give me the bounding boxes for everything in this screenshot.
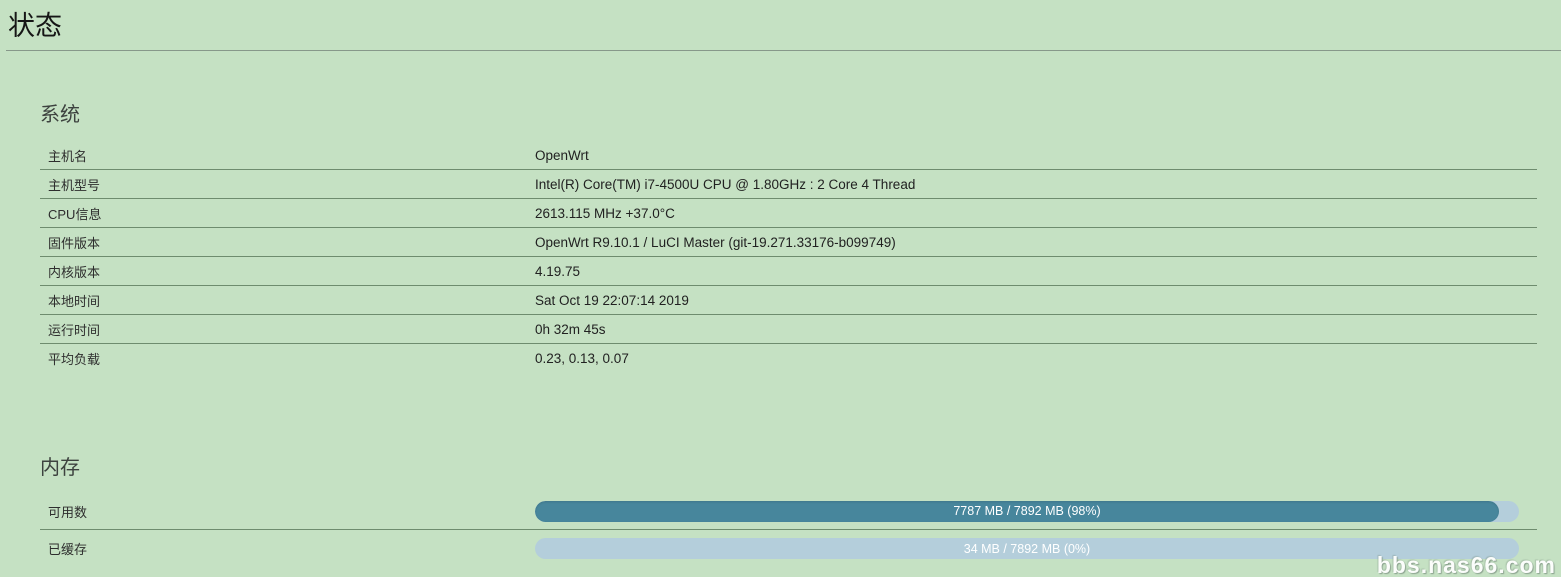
table-row: 平均负载 0.23, 0.13, 0.07 <box>40 344 1537 373</box>
row-label: 可用数 <box>48 504 88 520</box>
memory-table: 可用数 7787 MB / 7892 MB (98%) 已缓存 34 MB / … <box>40 493 1537 567</box>
row-label: 主机名 <box>48 148 88 164</box>
table-row: 本地时间 Sat Oct 19 22:07:14 2019 <box>40 286 1537 315</box>
section-heading-memory: 内存 <box>40 457 80 479</box>
page-title: 状态 <box>8 11 62 41</box>
table-row: 运行时间 0h 32m 45s <box>40 315 1537 344</box>
row-value: Sat Oct 19 22:07:14 2019 <box>535 292 689 308</box>
title-divider <box>6 50 1561 51</box>
progressbar-fill <box>535 500 1500 522</box>
row-label: 主机型号 <box>48 177 101 193</box>
progressbar-text: 34 MB / 7892 MB (0%) <box>963 541 1091 556</box>
system-table: 主机名 OpenWrt 主机型号 Intel(R) Core(TM) i7-45… <box>40 141 1537 373</box>
row-label: 固件版本 <box>48 235 101 251</box>
table-row: 内核版本 4.19.75 <box>40 257 1537 286</box>
row-value: 4.19.75 <box>535 263 581 279</box>
row-label: 已缓存 <box>48 542 88 557</box>
section-heading-system: 系统 <box>40 104 80 126</box>
row-value: 0h 32m 45s <box>535 321 606 337</box>
progressbar-text: 7787 MB / 7892 MB (98%) <box>953 504 1101 518</box>
table-row: 主机型号 Intel(R) Core(TM) i7-4500U CPU @ 1.… <box>40 170 1537 199</box>
content: 系统 主机名 OpenWrt 主机型号 Intel(R) Core(TM) i7… <box>40 102 1537 567</box>
row-value: OpenWrt <box>535 147 589 163</box>
row-label: 内核版本 <box>48 264 101 280</box>
row-label: CPU信息 <box>48 206 102 222</box>
memory-available-progressbar: 7787 MB / 7892 MB (98%) <box>535 500 1519 522</box>
row-label: 平均负载 <box>48 352 101 367</box>
row-value: 0.23, 0.13, 0.07 <box>535 351 629 366</box>
table-row: CPU信息 2613.115 MHz +37.0°C <box>40 199 1537 228</box>
memory-row: 可用数 7787 MB / 7892 MB (98%) <box>40 493 1537 530</box>
table-row: 固件版本 OpenWrt R9.10.1 / LuCI Master (git-… <box>40 228 1537 257</box>
row-value: 2613.115 MHz +37.0°C <box>535 205 675 221</box>
memory-row: 已缓存 34 MB / 7892 MB (0%) <box>40 530 1537 567</box>
memory-cached-progressbar: 34 MB / 7892 MB (0%) <box>535 538 1519 559</box>
row-value: OpenWrt R9.10.1 / LuCI Master (git-19.27… <box>535 234 896 250</box>
row-label: 运行时间 <box>48 322 101 338</box>
watermark: bbs.nas66.com <box>1376 552 1556 577</box>
table-row: 主机名 OpenWrt <box>40 141 1537 170</box>
row-label: 本地时间 <box>48 293 101 309</box>
row-value: Intel(R) Core(TM) i7-4500U CPU @ 1.80GHz… <box>535 176 916 192</box>
